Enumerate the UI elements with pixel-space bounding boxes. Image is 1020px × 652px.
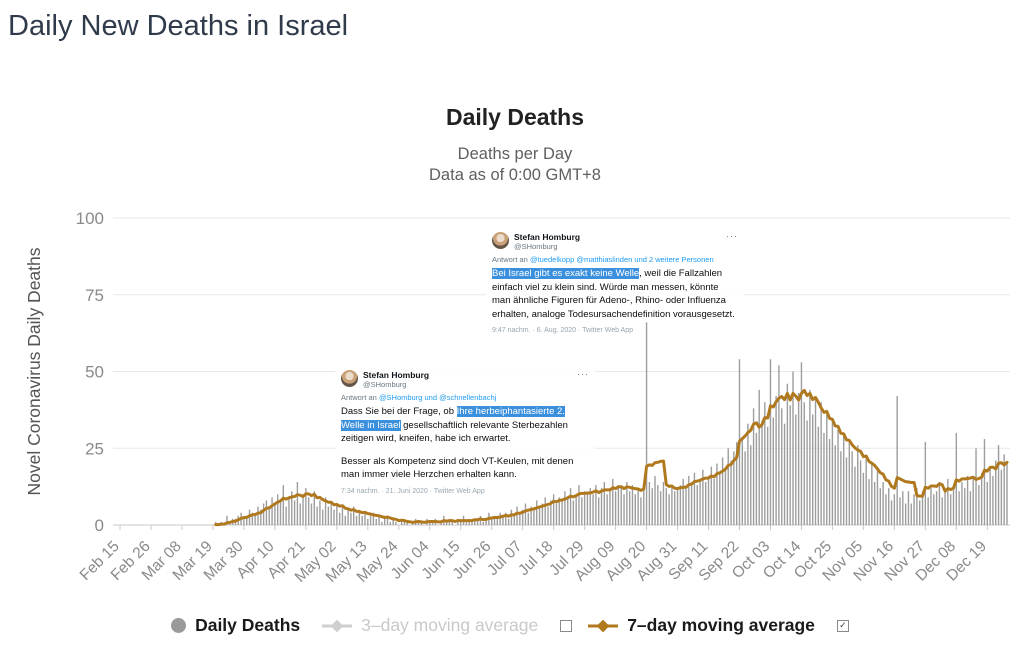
y-tick-label: 100 bbox=[76, 209, 104, 228]
reply-prefix: Antwort an bbox=[492, 255, 530, 265]
tweet-card-2: Stefan Homburg @SHomburg ··· Antwort an … bbox=[335, 365, 595, 500]
tweet-body: Dass Sie bei der Frage, ob Ihre herbeiph… bbox=[341, 405, 589, 481]
more-options-icon: ··· bbox=[726, 231, 738, 241]
tweet-2-header: Stefan Homburg @SHomburg ··· bbox=[341, 370, 589, 389]
y-tick-label: 75 bbox=[85, 286, 104, 305]
avatar bbox=[492, 232, 509, 249]
check-icon: ✓ bbox=[839, 620, 847, 630]
chart-title: Daily Deaths bbox=[445, 104, 585, 130]
checkbox-7day-checked[interactable]: ✓ bbox=[836, 619, 849, 632]
legend-label-7day-avg: 7–day moving average bbox=[627, 615, 815, 635]
tweet-text: , weil die Fallzahlen einfach viel zu kl… bbox=[492, 268, 735, 320]
y-tick-label: 25 bbox=[85, 439, 104, 458]
reply-prefix: Antwort an bbox=[341, 393, 379, 403]
tweet-author-name: Stefan Homburg bbox=[514, 232, 581, 242]
chart-subtitle: Deaths per Day Data as of 0:00 GMT+8 bbox=[10, 144, 1020, 186]
tweet-paragraph-2: Besser als Kompetenz sind doch VT-Keulen… bbox=[341, 455, 574, 481]
checkbox-3day-unchecked[interactable] bbox=[560, 619, 573, 632]
page-title: Daily New Deaths in Israel bbox=[8, 10, 349, 42]
tweet-text: Dass Sie bei der Frage, ob bbox=[341, 406, 457, 418]
legend-label-3day-avg: 3–day moving average bbox=[361, 615, 539, 635]
reply-mentions: @SHomburg und @schnellenbachj bbox=[378, 393, 497, 403]
y-axis-title: Novel Coronavirus Daily Deaths bbox=[24, 247, 44, 495]
chart-subtitle-line1: Deaths per Day bbox=[457, 145, 573, 163]
tweet-author-handle: @SHomburg bbox=[363, 380, 407, 390]
tweet-card-1: Stefan Homburg @SHomburg ··· Antwort an … bbox=[486, 227, 744, 340]
tweet-timestamp: 9:47 nachm. · 6. Aug. 2020 · Twitter Web… bbox=[492, 327, 633, 335]
line-diamond-marker-icon bbox=[322, 619, 353, 632]
tweet-author-handle: @SHomburg bbox=[514, 242, 558, 252]
x-tick-label: Jul 18 bbox=[515, 538, 556, 579]
legend-item-7day-avg[interactable]: 7–day moving average bbox=[588, 615, 815, 636]
tweet-reply-line: Antwort an @tuedelkopp @matthiaslinden u… bbox=[492, 255, 738, 264]
line-diamond-marker-icon bbox=[588, 619, 619, 632]
legend-label-daily-deaths: Daily Deaths bbox=[195, 615, 301, 635]
chart-subtitle-line2: Data as of 0:00 GMT+8 bbox=[429, 166, 601, 184]
daily-deaths-marker-icon bbox=[171, 618, 187, 633]
more-options-icon: ··· bbox=[577, 369, 589, 379]
tweet-author-name: Stefan Homburg bbox=[363, 370, 430, 380]
x-tick-label: Jul 07 bbox=[484, 538, 525, 579]
chart-header: Daily Deaths Deaths per Day Data as of 0… bbox=[10, 104, 1020, 186]
tweet-paragraph-1: Dass Sie bei der Frage, ob Ihre herbeiph… bbox=[341, 405, 589, 445]
reply-mentions: @tuedelkopp @matthiaslinden und 2 weiter… bbox=[529, 255, 714, 265]
tweet-timestamp: 7:34 nachm. · 21. Juni 2020 · Twitter We… bbox=[341, 487, 485, 495]
highlighted-text: Bei Israel gibt es exakt keine Welle bbox=[492, 268, 640, 280]
avatar bbox=[341, 370, 358, 387]
y-tick-label: 0 bbox=[95, 516, 104, 535]
y-tick-label: 50 bbox=[85, 363, 104, 382]
chart-legend: Daily Deaths 3–day moving average 7–day … bbox=[0, 615, 1020, 636]
tweet-body: Bei Israel gibt es exakt keine Welle, we… bbox=[492, 267, 738, 321]
tweet-reply-line: Antwort an @SHomburg und @schnellenbachj bbox=[341, 393, 589, 402]
legend-item-3day-avg[interactable]: 3–day moving average bbox=[322, 615, 538, 636]
legend-item-daily-deaths[interactable]: Daily Deaths bbox=[171, 615, 300, 636]
tweet-1-header: Stefan Homburg @SHomburg ··· bbox=[492, 232, 738, 251]
